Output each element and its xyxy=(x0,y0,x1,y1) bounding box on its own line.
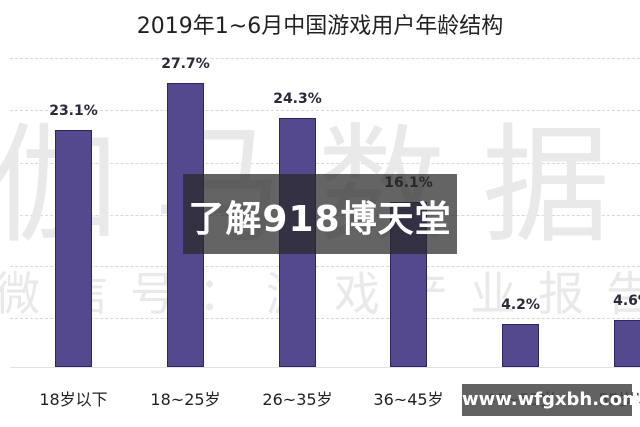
x-axis-baseline xyxy=(10,367,640,368)
bar xyxy=(614,320,640,367)
bar-value-label: 4.2% xyxy=(501,297,540,313)
bar xyxy=(502,324,539,367)
bar xyxy=(55,130,92,367)
x-axis-tick-label: 36~45岁 xyxy=(373,390,444,409)
url-badge-text[interactable]: www.wfgxbh.com xyxy=(462,389,640,410)
gridline xyxy=(10,266,640,267)
gridline xyxy=(10,110,640,111)
x-axis-tick-label: 18岁以下 xyxy=(39,390,108,409)
x-axis-tick-label: 18~25岁 xyxy=(150,390,221,409)
chart-title: 2019年1~6月中国游戏用户年龄结构 xyxy=(136,14,504,39)
x-axis-tick-label: 26~35岁 xyxy=(262,390,333,409)
bar-value-label: 4.6% xyxy=(613,293,640,309)
bar-value-label: 27.7% xyxy=(161,56,210,72)
bar-value-label: 23.1% xyxy=(49,103,98,119)
promo-overlay-text[interactable]: 了解918博天堂 xyxy=(188,199,452,240)
watermark-wechat: 微信号：游戏产业报告 xyxy=(0,267,640,321)
url-badge xyxy=(462,384,632,416)
gridline xyxy=(10,163,640,164)
gridline xyxy=(10,318,640,319)
promo-overlay xyxy=(183,174,457,254)
gridline xyxy=(10,58,640,59)
bar-value-label: 24.3% xyxy=(273,91,322,107)
